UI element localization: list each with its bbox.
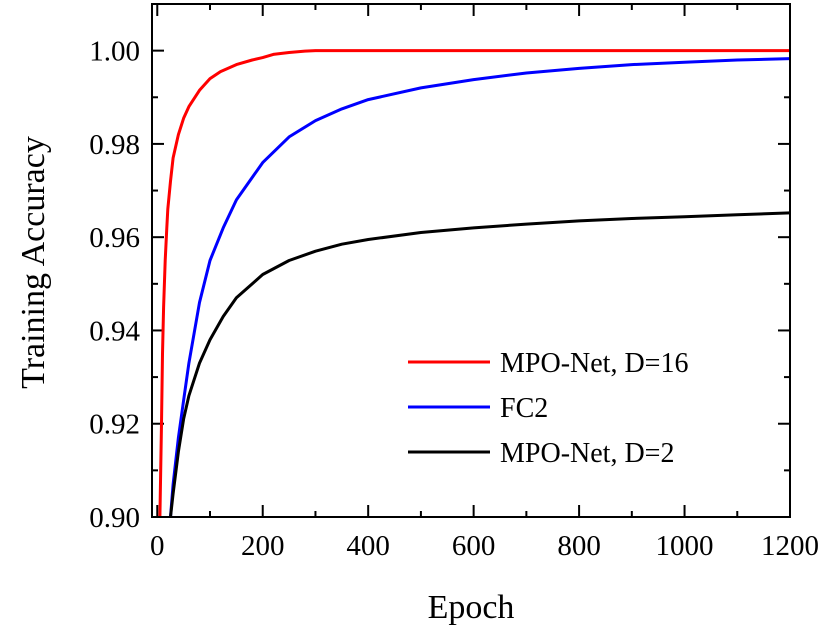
x-tick-label: 1200	[761, 530, 819, 562]
x-tick-label: 200	[241, 530, 285, 562]
series-line-3	[169, 211, 790, 517]
y-tick-label: 0.96	[89, 222, 140, 254]
plot-frame	[151, 3, 791, 518]
x-tick-label: 600	[452, 530, 496, 562]
y-tick-label: 0.90	[89, 502, 140, 534]
x-tick-label: 0	[150, 530, 165, 562]
y-tick-label: 1.00	[89, 36, 140, 68]
legend: MPO-Net, D=16 FC2 MPO-Net, D=2	[408, 348, 688, 469]
x-tick-label: 400	[346, 530, 390, 562]
y-tick-label: 0.92	[89, 409, 140, 441]
y-tick-label: 0.98	[89, 129, 140, 161]
y-tick-label: 0.94	[89, 315, 140, 347]
x-tick-label: 1000	[656, 530, 714, 562]
legend-label: MPO-Net, D=2	[500, 438, 674, 469]
y-axis-title: Training Accuracy	[15, 136, 52, 389]
legend-label: FC2	[500, 393, 548, 424]
legend-label: MPO-Net, D=16	[500, 348, 688, 379]
series-line-2	[169, 57, 790, 517]
series-line-1	[158, 49, 790, 517]
x-axis-title: Epoch	[428, 589, 515, 626]
x-tick-label: 800	[557, 530, 601, 562]
